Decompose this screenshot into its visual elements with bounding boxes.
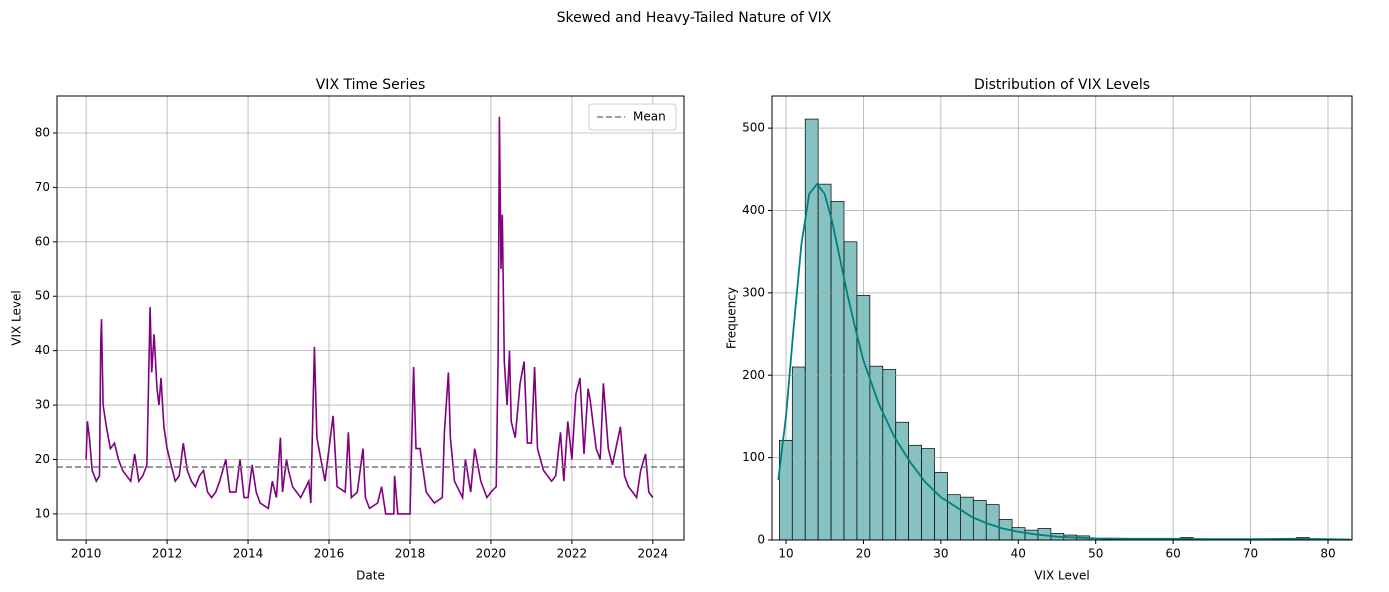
y-tick-label: 30	[35, 398, 50, 412]
hist-bar	[791, 366, 806, 541]
y-axis-label: VIX Level	[10, 290, 24, 345]
hist-bar	[856, 294, 871, 541]
y-tick-label: 80	[35, 126, 50, 140]
x-tick-label: 2022	[557, 547, 588, 561]
axes-frame	[771, 95, 1353, 541]
axes-frame	[56, 95, 685, 541]
hist-bar	[869, 365, 884, 541]
hist-bar	[817, 183, 832, 541]
x-tick-label: 2016	[314, 547, 345, 561]
hist-bar	[1011, 527, 1026, 541]
hist-bar	[908, 444, 922, 541]
x-tick-label: 50	[1088, 547, 1103, 561]
axes-title: VIX Time Series	[316, 77, 426, 93]
x-tick-label: 2014	[233, 547, 264, 561]
x-tick-label: 80	[1320, 547, 1335, 561]
hist-bar	[947, 494, 961, 541]
hist-bar	[830, 201, 845, 541]
x-axis-label: VIX Level	[1034, 569, 1089, 583]
x-tick-label: 70	[1243, 547, 1258, 561]
y-tick-label: 60	[35, 234, 50, 248]
y-tick-label: 20	[35, 452, 50, 466]
x-tick-label: 60	[1166, 547, 1181, 561]
line-series	[85, 116, 654, 515]
y-tick-label: 50	[35, 289, 50, 303]
hist-bar	[882, 369, 897, 541]
y-tick-label: 40	[35, 343, 50, 357]
x-tick-label: 2020	[476, 547, 507, 561]
hist-bar	[960, 496, 974, 541]
hist-bar	[895, 421, 910, 541]
y-tick-label: 400	[742, 203, 765, 217]
x-tick-label: 20	[856, 547, 871, 561]
x-tick-label: 2010	[71, 547, 102, 561]
y-tick-label: 0	[757, 533, 765, 547]
y-tick-label: 200	[742, 368, 765, 382]
legend-label: Mean	[633, 110, 666, 124]
y-tick-label: 10	[35, 506, 50, 520]
y-tick-label: 500	[742, 121, 765, 135]
y-tick-label: 70	[35, 180, 50, 194]
y-tick-label: 100	[742, 450, 765, 464]
legend	[588, 103, 677, 131]
figure-title: Skewed and Heavy-Tailed Nature of VIX	[557, 10, 832, 26]
hist-bar	[985, 504, 1000, 541]
x-tick-label: 2024	[638, 547, 669, 561]
x-tick-label: 30	[933, 547, 948, 561]
axes-title: Distribution of VIX Levels	[974, 77, 1150, 93]
x-tick-label: 2018	[395, 547, 426, 561]
hist-bar	[934, 472, 948, 541]
x-tick-label: 40	[1011, 547, 1026, 561]
x-axis-label: Date	[356, 569, 385, 583]
y-axis-label: Frequency	[725, 287, 739, 349]
kde-line	[777, 182, 1352, 541]
y-tick-label: 300	[742, 285, 765, 299]
x-tick-label: 10	[778, 547, 793, 561]
hist-bar	[921, 448, 935, 541]
x-tick-label: 2012	[152, 547, 183, 561]
hist-bar	[804, 118, 819, 541]
